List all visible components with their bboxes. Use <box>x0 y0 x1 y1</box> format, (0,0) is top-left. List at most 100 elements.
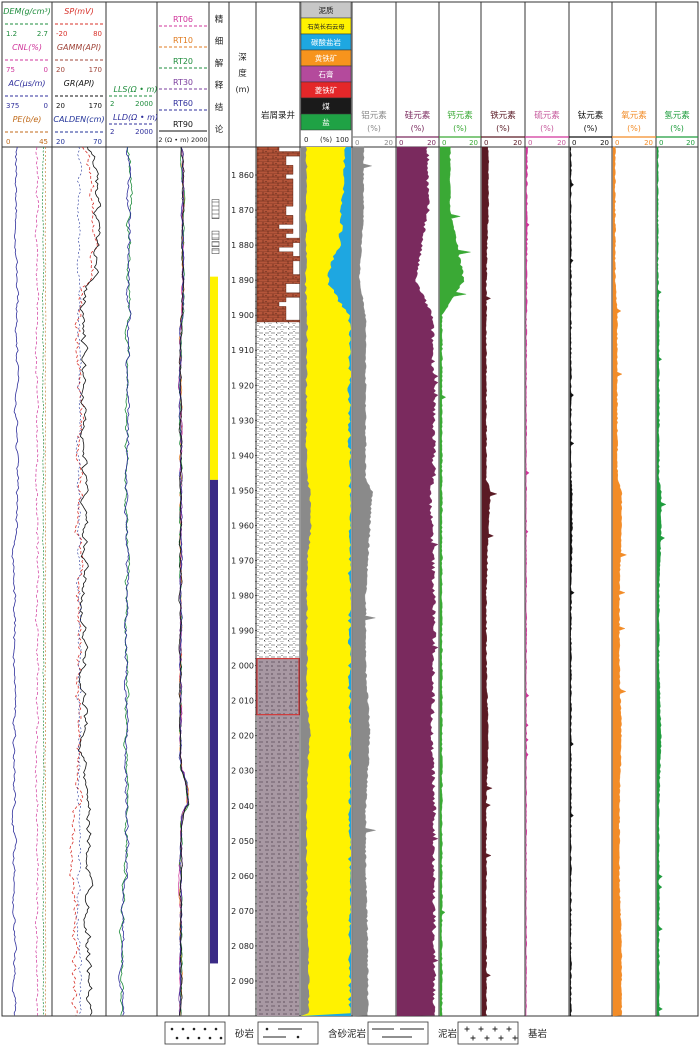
interp-symbol <box>211 248 220 254</box>
element-scale-min: 0 <box>572 139 576 147</box>
mineral-legend-swatch <box>300 113 352 131</box>
element-header-name: 钙元素 <box>447 110 473 121</box>
depth-tick-label: 1 930 <box>231 416 254 425</box>
curve-label: DEM(g/cm³) <box>3 7 51 16</box>
log-curve-dem <box>41 146 45 1016</box>
element-header-name: 硅元素 <box>405 110 431 121</box>
log-curve-calden <box>75 146 83 1016</box>
element-scale-max: 20 <box>384 139 393 147</box>
scale-min: 20 <box>56 102 65 110</box>
element-header-name: 氢元素 <box>664 110 690 121</box>
mineral-legend-label: 泥质 <box>319 5 334 15</box>
depth-tick-label: 1 970 <box>231 556 254 565</box>
curve-label: RT90 <box>173 120 193 129</box>
scale-min: -20 <box>56 30 67 38</box>
depth-tick-label: 2 070 <box>231 907 254 916</box>
mineral-legend-label: 石英长石云母 <box>307 23 344 31</box>
legend-label: 砂岩 <box>235 1028 254 1040</box>
interp-symbol <box>211 241 220 247</box>
scale-max: 2000 <box>135 100 153 108</box>
element-header-name: 氧元素 <box>621 110 647 121</box>
scale-max: 2000 <box>135 128 153 136</box>
resistivity-scale: 2 (Ω • m) 2000 <box>158 136 207 144</box>
depth-header-char: 深 <box>238 53 247 63</box>
mineral-clay-area <box>301 147 312 1016</box>
curve-label: LLD(Ω • m) <box>113 113 158 122</box>
depth-tick-label: 1 890 <box>231 276 254 285</box>
element-scale-max: 20 <box>557 139 566 147</box>
legend-label: 泥岩 <box>438 1028 457 1040</box>
interp-header-char: 论 <box>215 124 224 135</box>
log-curve-lld <box>118 146 132 1016</box>
element-header-name: 钛元素 <box>578 110 604 121</box>
log-curve-pe <box>44 146 47 1016</box>
element-header-unit: (%) <box>367 124 381 133</box>
element-curve-4 <box>481 146 498 1017</box>
curve-label: SP(mV) <box>64 7 93 16</box>
element-scale-min: 0 <box>355 139 359 147</box>
scale-min: 2 <box>110 100 114 108</box>
element-curve-2 <box>396 146 439 1017</box>
legend-swatch <box>457 1021 519 1045</box>
scale-max: 45 <box>39 138 48 146</box>
depth-tick-label: 1 920 <box>231 381 254 390</box>
mineral-scale-unit: (%) <box>320 136 332 144</box>
element-scale-min: 0 <box>528 139 532 147</box>
log-curve-lls <box>118 146 133 1016</box>
depth-tick-label: 2 050 <box>231 837 254 846</box>
legend-label: 基岩 <box>528 1028 547 1040</box>
mineral-legend-label: 菱铁矿 <box>315 85 338 95</box>
mineral-legend-label: 石膏 <box>319 69 334 79</box>
interp-header-char: 细 <box>215 36 224 47</box>
element-scale-min: 0 <box>484 139 488 147</box>
depth-tick-label: 1 980 <box>231 592 254 601</box>
scale-min: 0 <box>6 138 10 146</box>
depth-header-unit: (m) <box>235 85 249 94</box>
log-curve-sp <box>69 146 98 1016</box>
scale-min: 2 <box>110 128 114 136</box>
depth-tick-label: 1 940 <box>231 451 254 460</box>
mineral-legend-label: 盐 <box>322 117 330 127</box>
depth-tick-label: 2 040 <box>231 802 254 811</box>
interpretation-bar <box>210 479 218 964</box>
curve-label: RT10 <box>173 36 193 45</box>
mineral-scale-min: 0 <box>304 136 308 144</box>
depth-tick-label: 1 860 <box>231 171 254 180</box>
element-curve-6 <box>569 146 575 1017</box>
depth-tick-label: 1 910 <box>231 346 254 355</box>
scale-max: 2.7 <box>37 30 48 38</box>
highlight-box <box>256 657 300 716</box>
element-header-unit: (%) <box>670 124 684 133</box>
depth-tick-label: 1 960 <box>231 521 254 530</box>
element-header-name: 铁元素 <box>490 110 516 121</box>
element-scale-max: 20 <box>469 139 478 147</box>
curve-label: RT06 <box>173 15 193 24</box>
curve-label: GAMM(API) <box>57 43 101 52</box>
lithology-interval <box>256 146 301 323</box>
depth-tick-label: 1 990 <box>231 627 254 636</box>
log-curve-gr <box>77 146 102 1016</box>
interp-header-char: 释 <box>215 80 224 91</box>
legend-swatch <box>164 1021 226 1045</box>
element-scale-max: 20 <box>644 139 653 147</box>
element-header-name: 铝元素 <box>361 110 387 121</box>
interp-header-char: 结 <box>215 102 224 113</box>
lithology-interval <box>257 322 299 659</box>
curve-label: RT30 <box>173 78 193 87</box>
depth-tick-label: 1 950 <box>231 486 254 495</box>
element-scale-max: 20 <box>427 139 436 147</box>
depth-tick-label: 2 090 <box>231 977 254 986</box>
log-curve-cnl <box>34 146 40 1016</box>
scale-max: 80 <box>93 30 102 38</box>
curve-label: CALDEN(cm) <box>53 115 104 124</box>
element-header-unit: (%) <box>453 124 467 133</box>
scale-max: 170 <box>89 102 102 110</box>
mineral-legend-label: 煤 <box>322 101 330 111</box>
legend-label: 含砂泥岩 <box>328 1028 366 1040</box>
lithology-interval <box>257 658 299 1016</box>
element-curve-3 <box>439 146 471 1017</box>
curve-label: CNL(%) <box>12 43 42 52</box>
depth-tick-label: 1 880 <box>231 241 254 250</box>
interp-symbol <box>211 199 220 219</box>
